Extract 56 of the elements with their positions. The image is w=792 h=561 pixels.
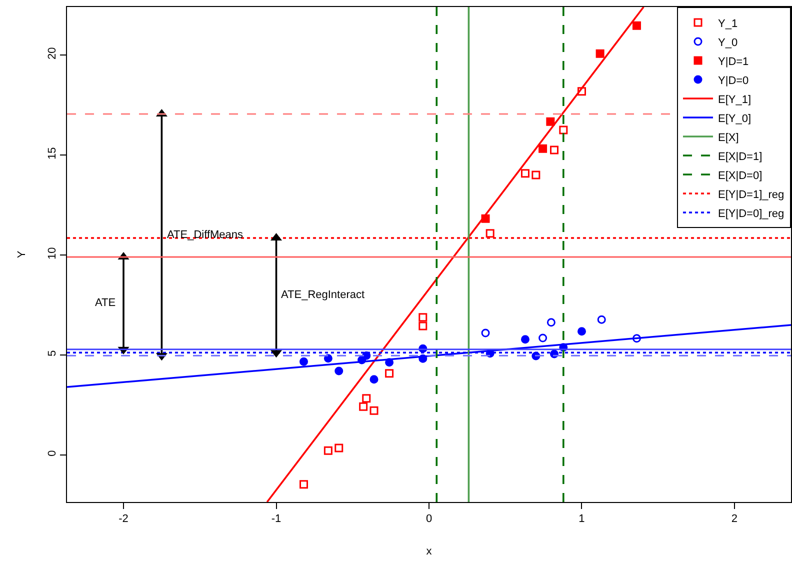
- y-tick-label: 15: [46, 147, 59, 160]
- y-axis-title: Y: [16, 250, 28, 258]
- point: [334, 366, 344, 376]
- legend-label: Y|D=0: [718, 74, 749, 87]
- legend-label: E[X|D=1]: [718, 150, 762, 163]
- point: [538, 144, 548, 153]
- y-tick-label: 20: [46, 47, 59, 60]
- point: [632, 334, 641, 343]
- point: [550, 146, 558, 154]
- point: [577, 327, 586, 336]
- point: [546, 318, 556, 327]
- y-tick-label: 10: [46, 247, 59, 260]
- point: [546, 117, 555, 126]
- point: [632, 21, 641, 30]
- series-label: ATE: [95, 297, 116, 309]
- legend-label: Y_1: [718, 18, 738, 30]
- point: [532, 170, 540, 180]
- point: [362, 394, 371, 403]
- series-label: ATE_DiffMeans: [167, 229, 244, 241]
- legend-label: E[Y|D=0]_reg: [718, 208, 784, 220]
- point: [385, 369, 394, 378]
- point: [486, 229, 494, 238]
- point: [300, 357, 308, 366]
- legend-label: Y_0: [718, 36, 738, 49]
- point: [300, 480, 308, 489]
- legend-label: E[Y_1]: [718, 94, 752, 106]
- point: [481, 328, 490, 338]
- point: [418, 313, 428, 322]
- point: [559, 126, 568, 134]
- legend-label: E[Y_0]: [718, 112, 752, 125]
- y-tick-label: 5: [46, 350, 59, 356]
- x-axis-title: x: [426, 545, 432, 558]
- point: [418, 322, 428, 330]
- legend-label: E[X]: [718, 132, 739, 144]
- point: [370, 375, 378, 384]
- legend-label: E[Y|D=1]_reg: [718, 188, 784, 201]
- point: [577, 87, 586, 96]
- point: [538, 334, 548, 342]
- x-tick-label: -1: [271, 513, 282, 526]
- legend-label: Y|D=1: [718, 56, 749, 68]
- point: [520, 169, 530, 178]
- x-tick-label: 0: [426, 513, 432, 526]
- point: [324, 446, 332, 455]
- y-tick-label: 0: [46, 450, 59, 456]
- point: [324, 354, 332, 363]
- x-tick-label: 1: [578, 513, 585, 526]
- point: [359, 402, 368, 411]
- point: [520, 335, 530, 344]
- point: [370, 406, 378, 415]
- series-label: ATE_RegInteract: [281, 289, 365, 301]
- point: [597, 315, 606, 324]
- legend-label: E[X|D=0]: [718, 170, 762, 182]
- x-tick-label: -2: [118, 513, 128, 526]
- x-tick-label: 2: [731, 513, 738, 526]
- point: [596, 49, 604, 58]
- point: [334, 444, 344, 452]
